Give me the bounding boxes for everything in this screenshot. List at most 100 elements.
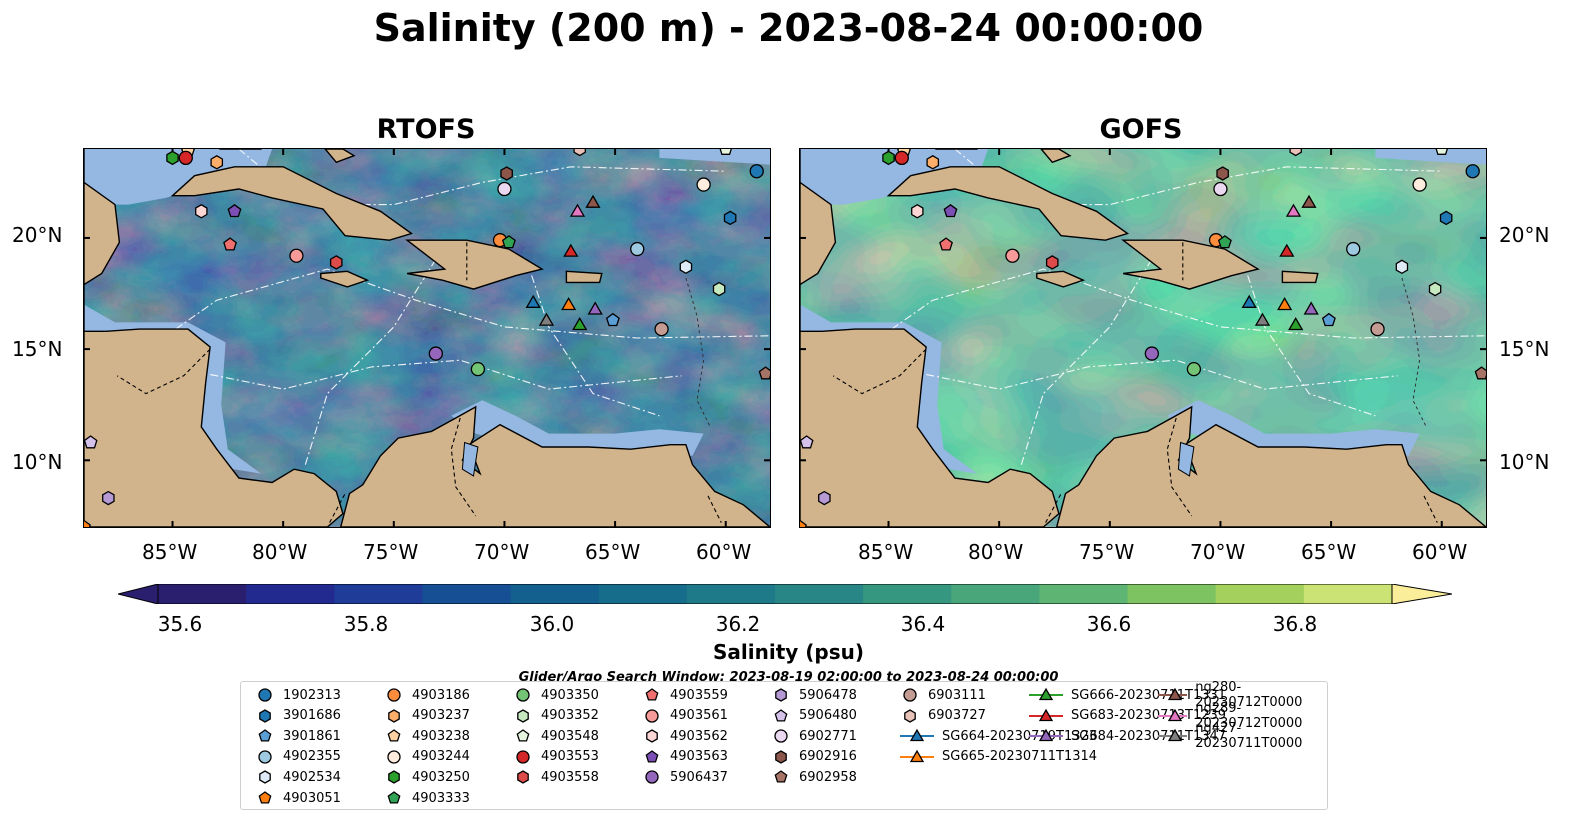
eez-boundary-rtofs-0 xyxy=(84,268,770,395)
obs-marker-rtofs-6903111 xyxy=(654,321,669,337)
lon-label-80w-left: 80°W xyxy=(252,540,308,564)
legend-marker xyxy=(774,708,788,722)
map-panel-rtofs[interactable] xyxy=(83,148,771,528)
legend-marker xyxy=(388,708,400,723)
lon-label-75w-left: 75°W xyxy=(363,540,419,564)
obs-marker-rtofs-4903553 xyxy=(178,150,193,166)
obs-marker-rtofs-4903333 xyxy=(501,235,516,249)
legend-label: 4903558 xyxy=(541,769,599,785)
panel-title-rtofs: RTOFS xyxy=(376,114,476,145)
legend-marker xyxy=(258,688,272,702)
colorbar-tick-35-8: 35.8 xyxy=(343,612,389,636)
legend-item: 4903333 xyxy=(384,788,470,808)
legend-swatch xyxy=(645,688,659,701)
lat-label-10n-right: 10°N xyxy=(1499,450,1550,474)
legend-label: 6903111 xyxy=(928,687,986,703)
colorbar-segment xyxy=(334,584,423,604)
legend-label: 4903051 xyxy=(283,790,341,806)
legend-item: SG684-20230711T1347 xyxy=(1029,726,1226,746)
lon-label-60w-right: 60°W xyxy=(1412,540,1468,564)
obs-marker-gofs-3901686 xyxy=(1439,210,1453,226)
obs-marker-rtofs-SG666-20230711T1331 xyxy=(572,317,588,331)
map-canvas-gofs xyxy=(800,149,1486,527)
colorbar-segment xyxy=(1303,584,1393,604)
legend-label: ng280-20230712T0000 xyxy=(1195,680,1303,710)
land-hispaniola-rtofs xyxy=(405,239,544,290)
obs-marker-gofs-6902958 xyxy=(1474,366,1486,380)
eez-boundary-gofs-0 xyxy=(800,268,1486,395)
legend-label: 4903238 xyxy=(412,728,470,744)
legend-item: SG664-20230719T1323 xyxy=(900,726,1097,746)
legend-swatch xyxy=(387,729,401,742)
legend-swatch xyxy=(1158,687,1188,701)
legend-marker xyxy=(645,770,659,785)
legend-marker xyxy=(387,791,401,804)
obs-marker-rtofs-4903548 xyxy=(719,149,732,155)
legend-item: 4903563 xyxy=(642,747,728,767)
legend-swatch xyxy=(517,708,529,723)
lon-label-85w-left: 85°W xyxy=(142,540,198,564)
obs-marker-rtofs-5906437 xyxy=(428,346,444,361)
country-border-rtofs-3 xyxy=(707,495,722,523)
obs-marker-rtofs-5906480 xyxy=(84,435,98,449)
legend-swatch xyxy=(387,791,401,804)
legend-label: SG684-20230711T1347 xyxy=(1071,728,1227,744)
colorbar-segment xyxy=(951,584,1040,604)
legend-marker xyxy=(909,749,925,762)
obs-marker-rtofs-6902916 xyxy=(500,166,513,181)
legend-marker xyxy=(387,729,401,742)
lon-label-85w-right: 85°W xyxy=(858,540,914,564)
lake-maracaibo-gofs xyxy=(1177,441,1195,477)
legend-swatch xyxy=(1029,687,1063,701)
legend-marker xyxy=(1167,708,1183,721)
obs-marker-rtofs-4903352 xyxy=(712,281,726,297)
legend-label: 4902534 xyxy=(283,769,341,785)
lat-label-20n-left: 20°N xyxy=(12,223,63,247)
land-puerto-rico-rtofs xyxy=(565,270,603,284)
legend-marker xyxy=(1167,728,1183,742)
legend: 1902313 3901686 3901861 4902355 4902534 49030… xyxy=(240,680,1328,810)
obs-marker-gofs-4903548 xyxy=(1435,149,1448,155)
lon-label-75w-right: 75°W xyxy=(1079,540,1135,564)
obs-marker-gofs-4903562 xyxy=(911,204,924,219)
legend-item: SG666-20230711T1331 xyxy=(1029,685,1226,705)
map-panel-gofs[interactable] xyxy=(799,148,1487,528)
colorbar-extend-min xyxy=(118,584,159,604)
colorbar-tick-36-4: 36.4 xyxy=(900,612,946,636)
obs-marker-rtofs-4902534 xyxy=(679,259,693,275)
obs-marker-gofs-4903237 xyxy=(926,155,940,170)
legend-item: 4903244 xyxy=(384,747,470,767)
legend-swatch xyxy=(516,750,530,764)
legend-label: 3901861 xyxy=(283,728,341,744)
obs-marker-gofs-4903350 xyxy=(1186,361,1202,377)
legend-label: SG683-20230713T1239 xyxy=(1071,708,1227,724)
obs-marker-gofs-4903352 xyxy=(1428,281,1442,297)
colorbar-segment xyxy=(598,584,688,604)
legend-marker xyxy=(1167,687,1183,701)
legend-swatch xyxy=(775,688,787,702)
lat-label-15n-left: 15°N xyxy=(12,337,63,361)
obs-marker-gofs-SG665-20230711T1314 xyxy=(1277,296,1293,311)
country-border-rtofs-0 xyxy=(116,348,211,395)
legend-swatch xyxy=(258,688,272,702)
legend-label: 4903333 xyxy=(412,790,470,806)
legend-item: 4902534 xyxy=(255,767,341,787)
colorbar-frame xyxy=(157,584,1393,604)
legend-label: 6902771 xyxy=(799,728,857,744)
legend-item: 6903727 xyxy=(900,706,986,726)
colorbar-tick-36-0: 36.0 xyxy=(529,612,575,636)
obs-marker-gofs-SG664-20230719T1323 xyxy=(1241,294,1257,308)
eez-boundary-rtofs-3 xyxy=(304,255,439,465)
legend-item: 6902771 xyxy=(771,726,857,746)
legend-marker xyxy=(909,728,925,742)
legend-label: 4903352 xyxy=(541,708,599,724)
legend-item: 4903051 xyxy=(255,788,341,808)
legend-item: ng289-20230712T0000 xyxy=(1158,701,1327,731)
obs-marker-gofs-6902916 xyxy=(1216,166,1229,181)
legend-label: 4903561 xyxy=(670,708,728,724)
legend-label: 4903548 xyxy=(541,728,599,744)
legend-marker xyxy=(259,770,271,785)
legend-swatch xyxy=(259,708,271,723)
legend-item: 1902313 xyxy=(255,685,341,705)
legend-label: SG664-20230719T1323 xyxy=(942,728,1098,744)
